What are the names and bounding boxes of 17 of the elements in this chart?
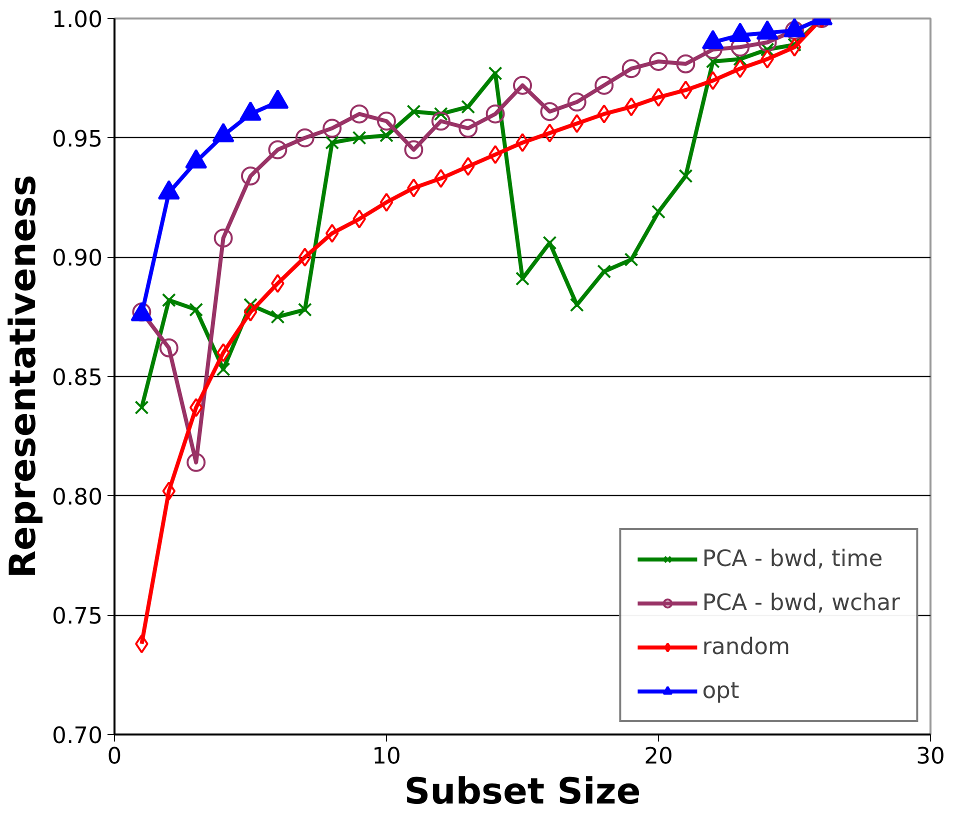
x-axis-title: Subset Size (404, 772, 641, 812)
y-tick-label: 0.70 (52, 723, 103, 749)
x-tick-label: 0 (107, 744, 122, 770)
legend-label: opt (702, 678, 740, 704)
x-tick-label: 10 (372, 744, 401, 770)
x-tick-label: 30 (916, 744, 945, 770)
legend-label: PCA - bwd, time (702, 546, 883, 572)
y-tick-label: 0.95 (52, 126, 103, 152)
legend-label: random (702, 634, 790, 660)
legend-label: PCA - bwd, wchar (702, 590, 900, 616)
y-tick-label: 1.00 (52, 7, 103, 33)
y-tick-label: 0.90 (52, 246, 103, 272)
y-axis-title: Representativeness (3, 174, 44, 578)
x-tick-label: 20 (644, 744, 673, 770)
y-tick-label: 0.80 (52, 484, 103, 510)
y-tick-label: 0.75 (52, 604, 103, 630)
y-tick-label: 0.85 (52, 365, 103, 391)
